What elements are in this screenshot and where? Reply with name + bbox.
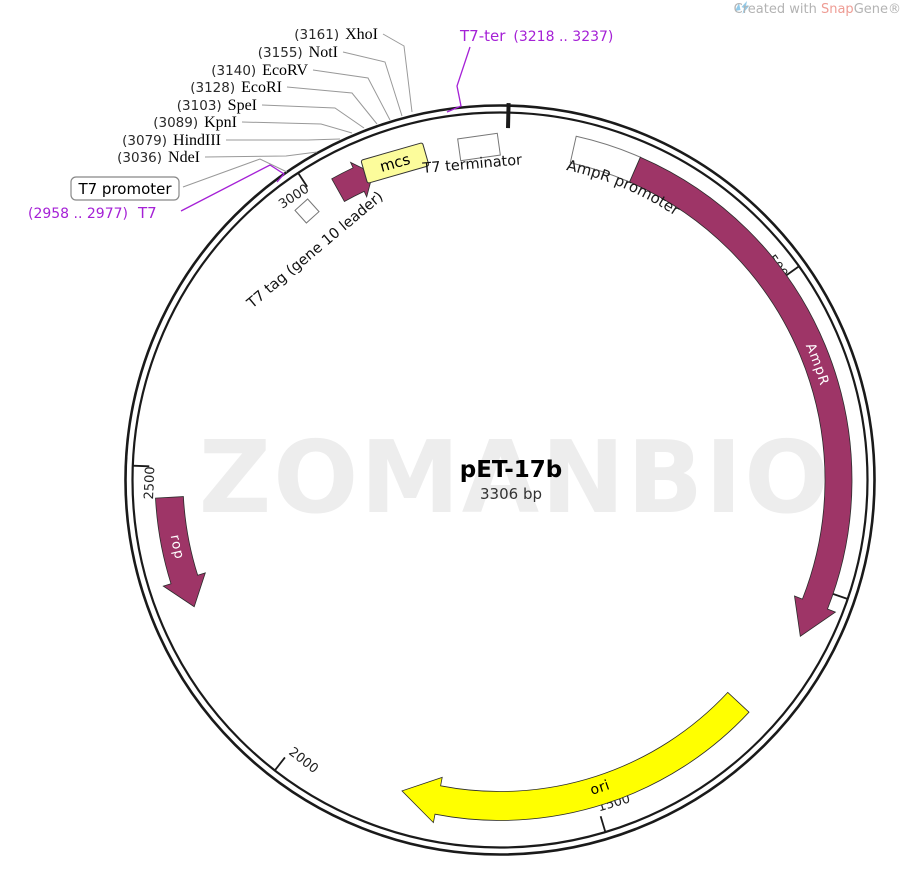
site-position: (3155) xyxy=(258,45,303,61)
restriction-site-label-XhoI: (3161) XhoI xyxy=(294,26,378,43)
restriction-site-label-EcoRV: (3140) EcoRV xyxy=(211,62,308,79)
restriction-site-label-SpeI: (3103) SpeI xyxy=(177,97,257,114)
site-leader-EcoRV xyxy=(312,69,391,121)
t7-ter-leader-line xyxy=(446,46,471,113)
credit-brand-gray: Gene® xyxy=(854,2,901,17)
mcs-box-rect xyxy=(360,142,430,184)
site-leader-KpnI xyxy=(241,121,353,134)
restriction-site-label-EcoRI: (3128) EcoRI xyxy=(190,79,282,96)
site-leader-SpeI xyxy=(261,104,365,129)
t7-promoter-leader-line xyxy=(182,158,288,188)
site-enzyme-name: EcoRI xyxy=(241,79,282,96)
tick-3000 xyxy=(297,172,308,188)
site-enzyme-name: KpnI xyxy=(204,114,237,131)
tick-500 xyxy=(785,265,800,277)
site-enzyme-name: EcoRV xyxy=(262,62,308,79)
origin-tick xyxy=(506,103,511,129)
site-leader-NotI xyxy=(342,51,403,117)
restriction-site-labels: (3161) XhoI (3155) NotI (3140) EcoRV (3128) Eco… xyxy=(117,26,413,166)
backbone-inner-circle xyxy=(131,111,869,849)
site-position: (3128) xyxy=(190,80,235,96)
ori-label: ori xyxy=(588,777,612,798)
restriction-site-label-KpnI: (3089) KpnI xyxy=(153,114,237,131)
t7-primer-name: T7 xyxy=(137,204,157,222)
tick-label-2000: 2000 xyxy=(286,745,321,777)
tick-1500 xyxy=(599,816,607,833)
leader-lines xyxy=(180,46,471,212)
rop-arrow xyxy=(155,496,206,608)
watermark-text: ZOMANBIO xyxy=(199,419,832,536)
site-position: (3140) xyxy=(211,63,256,79)
site-position: (3103) xyxy=(177,98,222,114)
credit-badge: Created with SnapGene® xyxy=(734,1,901,17)
feature-arcs xyxy=(155,135,853,824)
feature-boxes xyxy=(294,132,501,224)
t7-ter-name: T7-ter xyxy=(459,27,506,45)
site-enzyme-name: XhoI xyxy=(345,26,378,43)
backbone-outer-circle xyxy=(124,104,876,856)
site-enzyme-name: SpeI xyxy=(228,97,257,114)
t7-primer-leader-line xyxy=(180,164,285,212)
rop-label: rop xyxy=(167,533,188,561)
site-enzyme-name: HindIII xyxy=(173,132,221,149)
site-leader-HindIII xyxy=(226,138,341,141)
ori-arrow xyxy=(401,691,750,824)
logo-bolt xyxy=(741,1,750,14)
t7-primer-range: (2958 .. 2977) xyxy=(28,206,128,222)
t7-terminator-box xyxy=(457,132,501,162)
credit-brand-red: Snap xyxy=(821,2,854,17)
t7-ter-primer-label: T7-ter (3218 .. 3237) xyxy=(459,27,613,45)
snapgene-logo-icon xyxy=(735,1,750,14)
t7-primer-label: (2958 .. 2977) T7 xyxy=(28,204,157,222)
plasmid-size: 3306 bp xyxy=(480,485,542,503)
primer-labels: (2958 .. 2977) T7 T7-ter (3218 .. 3237) xyxy=(28,27,613,222)
tick-label-2500: 2500 xyxy=(142,466,158,500)
site-leader-NdeI xyxy=(204,151,318,158)
restriction-site-label-HindIII: (3079) HindIII xyxy=(122,132,221,149)
site-position: (3036) xyxy=(117,150,162,166)
t7-terminator-label: T7 terminator xyxy=(421,152,523,177)
site-enzyme-name: NotI xyxy=(309,44,338,61)
t7-promoter-box xyxy=(294,198,320,224)
t7-promoter-label: T7 promoter xyxy=(77,180,172,198)
tick-2500 xyxy=(132,464,150,468)
site-leader-XhoI xyxy=(382,33,413,113)
site-position: (3089) xyxy=(153,115,198,131)
restriction-site-label-NdeI: (3036) NdeI xyxy=(117,149,200,166)
credit-text: Created with SnapGene® xyxy=(734,2,901,17)
site-enzyme-name: NdeI xyxy=(168,149,200,166)
site-position: (3079) xyxy=(122,133,167,149)
t7-tag-arrow xyxy=(331,161,374,203)
credit-prefix: Created with xyxy=(734,2,821,17)
plasmid-backbone xyxy=(124,103,876,856)
t7-promoter-label-frame xyxy=(70,176,180,201)
ampr-arrow xyxy=(629,156,853,637)
site-position: (3161) xyxy=(294,27,339,43)
tick-1000 xyxy=(831,592,849,601)
t7-promoter-boxed-label: T7 promoter xyxy=(70,176,180,201)
restriction-site-label-NotI: (3155) NotI xyxy=(258,44,338,61)
mcs-label-box: mcs xyxy=(360,142,430,184)
tick-2000 xyxy=(273,756,286,772)
t7-ter-range: (3218 .. 3237) xyxy=(513,29,613,45)
logo-left-shard xyxy=(735,3,741,11)
site-leader-EcoRI xyxy=(286,86,378,125)
plasmid-title: pET-17b 3306 bp xyxy=(460,457,563,503)
plasmid-name: pET-17b xyxy=(460,457,563,483)
